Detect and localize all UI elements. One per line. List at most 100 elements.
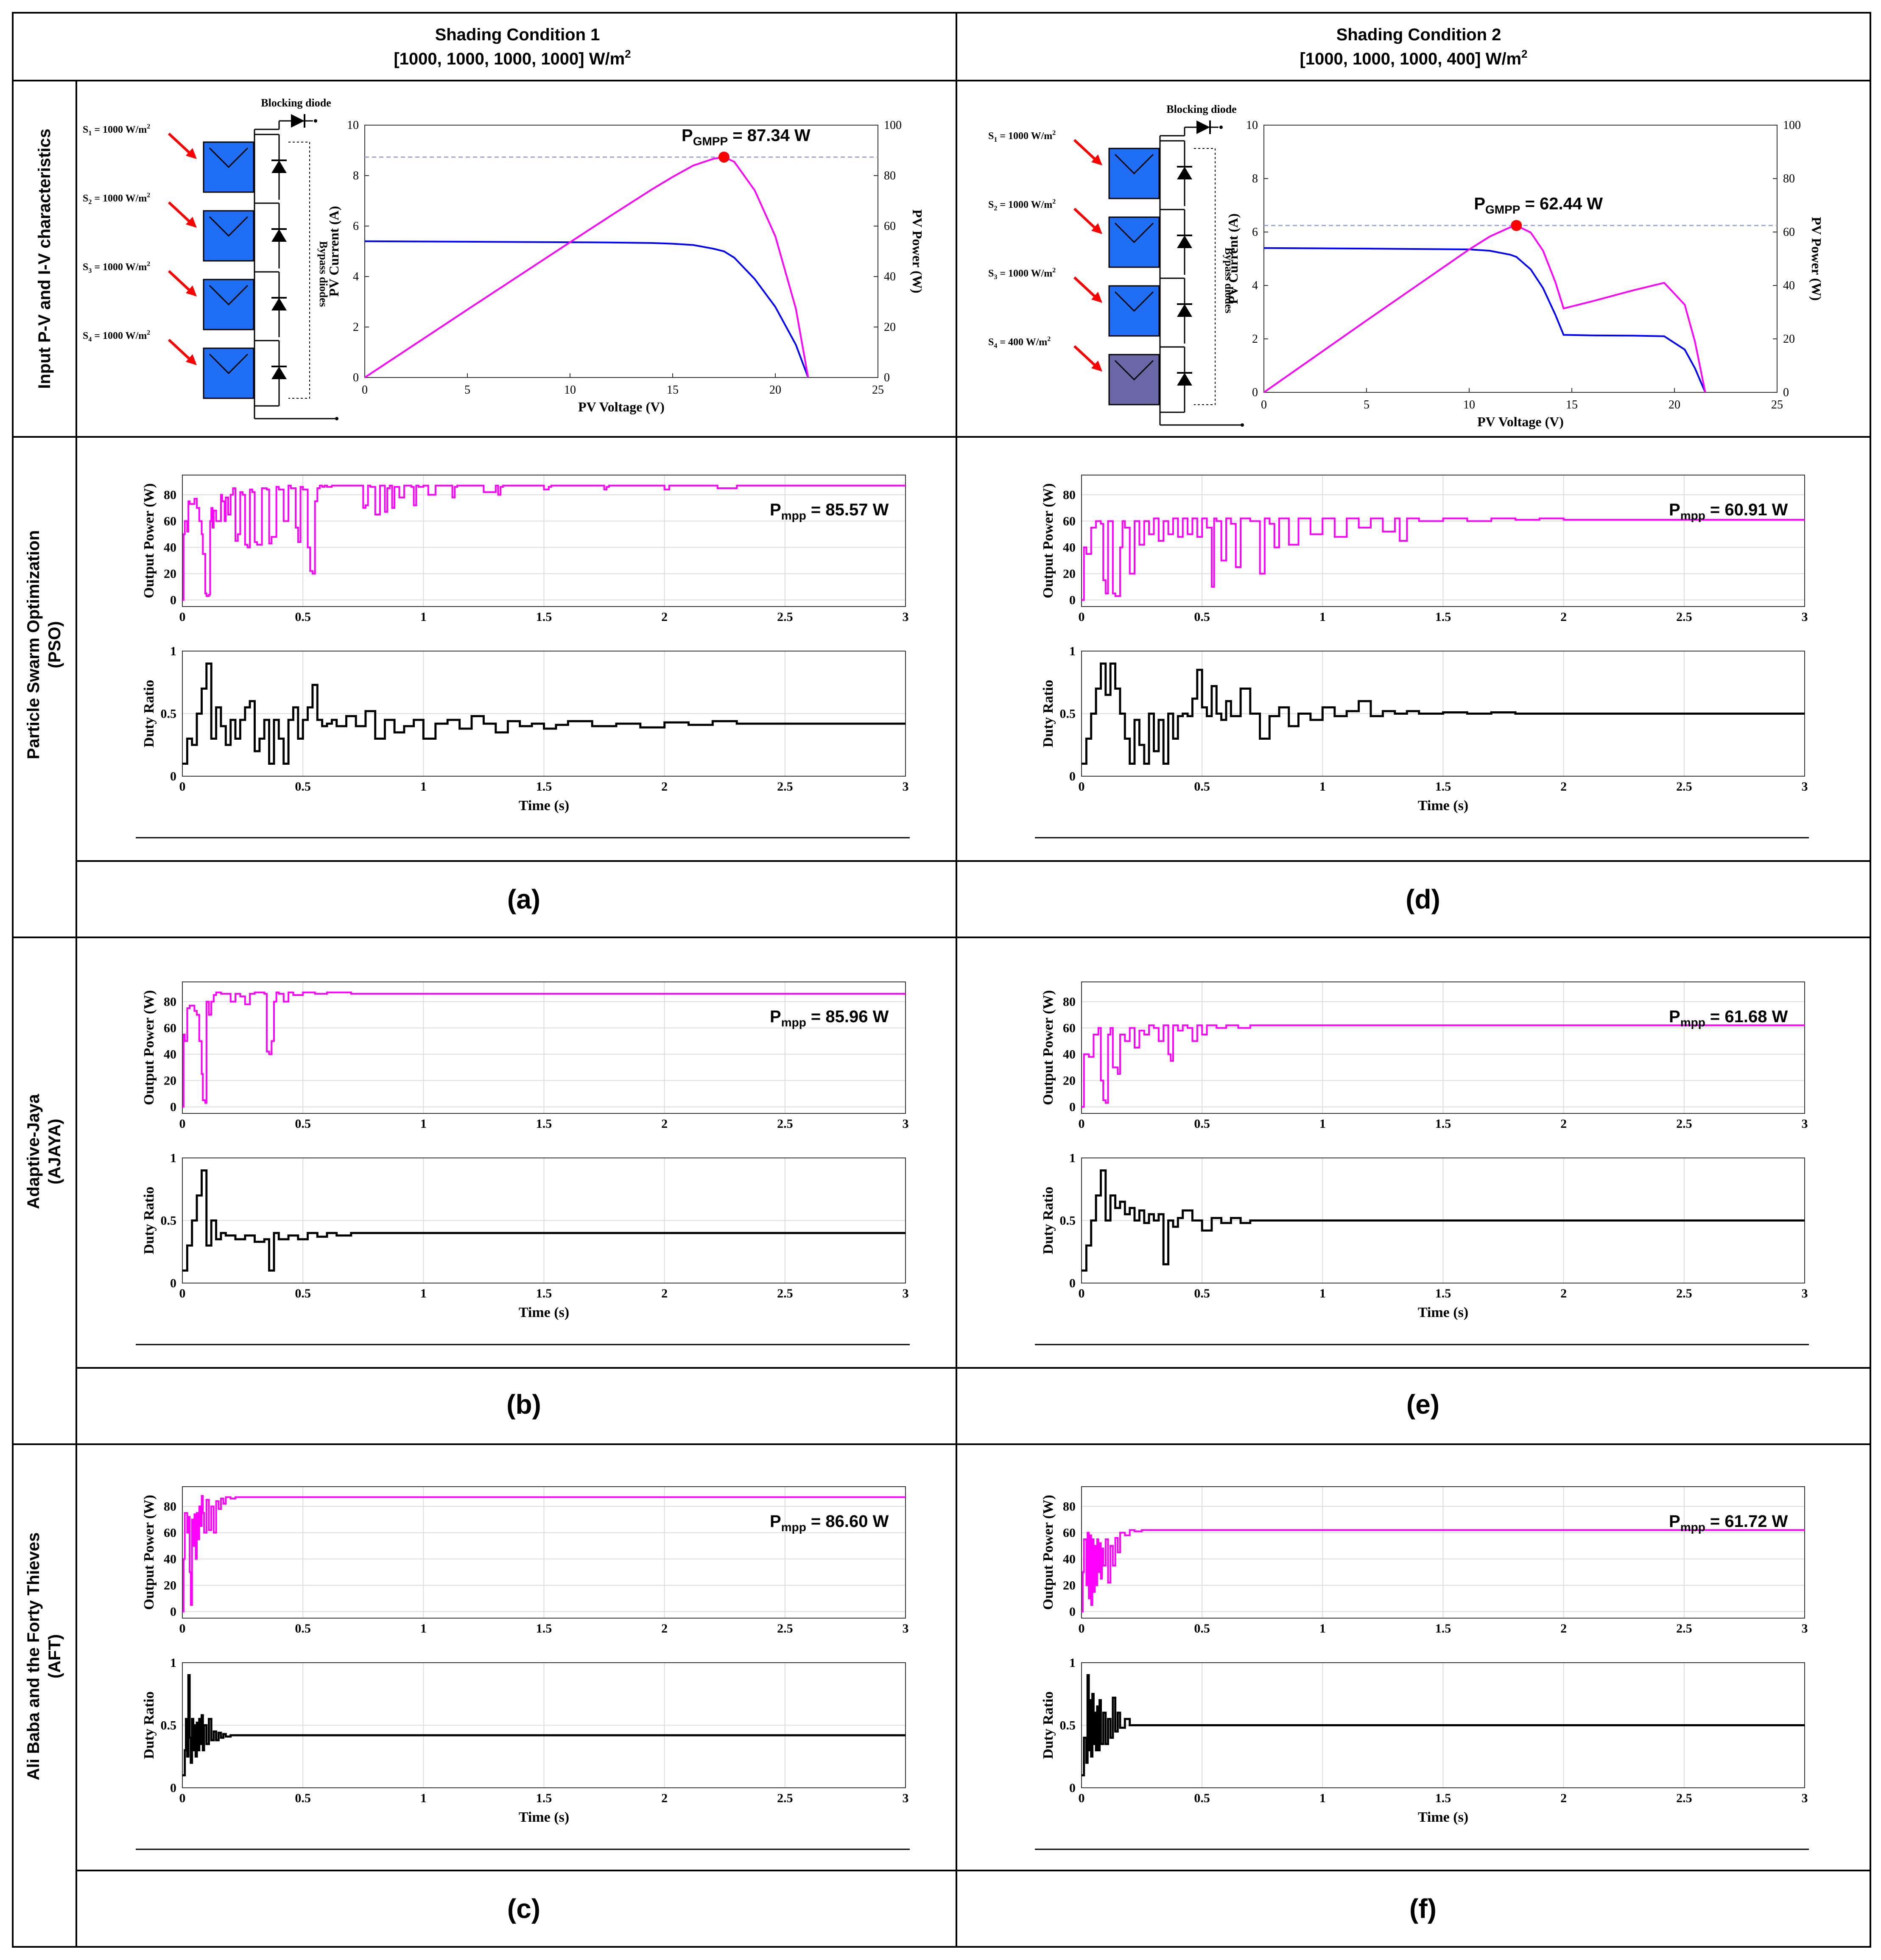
x-tick-label: 5 bbox=[1364, 398, 1370, 411]
pmpp-annotation: Pmpp = 61.68 W bbox=[1669, 1007, 1788, 1029]
x-tick-label: 0 bbox=[1079, 1791, 1085, 1805]
y-tick-label: 40 bbox=[164, 1048, 176, 1062]
pv-panel-symbol bbox=[209, 216, 249, 237]
y-axis-label: Output Power (W) bbox=[1040, 1495, 1056, 1610]
blocking-diode bbox=[1185, 120, 1223, 134]
x-tick-label: 20 bbox=[1669, 398, 1680, 411]
pv-panel-symbol bbox=[209, 285, 249, 306]
x-tick-label: 2 bbox=[661, 780, 668, 794]
x-tick-label: 1 bbox=[420, 1117, 427, 1131]
y-tick-label: 0.5 bbox=[161, 707, 177, 721]
y-tick-label: 20 bbox=[1063, 1579, 1076, 1593]
col1-title: Shading Condition 1 bbox=[435, 25, 600, 44]
y-axis-label: PV Current (A) bbox=[326, 206, 341, 297]
x-tick-label: 2 bbox=[1560, 1117, 1567, 1131]
pmpp-annotation: Pmpp = 61.72 W bbox=[1669, 1512, 1788, 1534]
bypass-diode-icon bbox=[1177, 373, 1192, 386]
duty-ratio-trace bbox=[182, 663, 906, 765]
x-tick-label: 0 bbox=[1079, 1117, 1085, 1131]
x-tick-label: 1 bbox=[420, 610, 427, 624]
irradiance-arrow-icon bbox=[168, 270, 194, 294]
x-tick-label: 3 bbox=[903, 1117, 909, 1131]
x-tick-label: 25 bbox=[872, 383, 884, 397]
y-tick-label: 1 bbox=[170, 1656, 176, 1670]
bypass-diode-icon bbox=[1177, 304, 1192, 317]
chart-p_pso_2: 0 0.5 1 1.5 2 2.5 3 0 20 40 60 80 Output Power (W) Pm… bbox=[1040, 475, 1808, 624]
y-axis-label: Duty Ratio bbox=[141, 680, 157, 748]
pv-panel-symbol bbox=[1114, 291, 1154, 312]
x-axis-label: Time (s) bbox=[519, 798, 569, 814]
x-tick-label: 1.5 bbox=[536, 1791, 552, 1805]
bypass-diode-icon bbox=[271, 229, 287, 242]
duty-ratio-trace bbox=[182, 1674, 906, 1776]
chart-d_aj_1: 0 0.5 1 1.5 2 2.5 3 0 0.5 1 Duty Ratio Time (s) bbox=[141, 1151, 909, 1320]
x-tick-label: 0.5 bbox=[1194, 1286, 1210, 1300]
x-tick-label: 2 bbox=[661, 1286, 668, 1300]
y-tick-label: 80 bbox=[164, 1500, 176, 1514]
y-tick-label: 8 bbox=[1252, 172, 1258, 185]
x-tick-label: 2.5 bbox=[777, 1791, 793, 1805]
pv-panel-1: S1 = 1000 W/m2 bbox=[988, 129, 1192, 206]
y-tick-label: 0 bbox=[1069, 1605, 1076, 1619]
plot-frame bbox=[1081, 475, 1805, 607]
x-tick-label: 0.5 bbox=[295, 1791, 311, 1805]
col1-subtitle: [1000, 1000, 1000, 1000] W/m2 bbox=[394, 48, 631, 68]
x-tick-label: 20 bbox=[769, 383, 781, 397]
y-tick-label: 60 bbox=[1063, 514, 1076, 528]
irradiance-label: S3 = 1000 W/m2 bbox=[83, 260, 150, 274]
x-tick-label: 0 bbox=[1079, 610, 1085, 624]
row-label-pso: Particle Swarm Optimization bbox=[24, 530, 43, 759]
duty-ratio-trace bbox=[182, 1169, 906, 1272]
duty-ratio-trace bbox=[1082, 1169, 1805, 1272]
x-tick-label: 5 bbox=[464, 383, 470, 397]
plot-frame bbox=[1081, 981, 1805, 1114]
y-axis-label: Duty Ratio bbox=[141, 1692, 157, 1759]
column-header-1: Shading Condition 1 [1000, 1000, 1000, 1… bbox=[394, 25, 631, 68]
y-tick-label: 0.5 bbox=[1060, 1719, 1076, 1733]
panel-label-e: (e) bbox=[1406, 1389, 1439, 1420]
y-axis-label: Duty Ratio bbox=[141, 1187, 157, 1255]
plot-frame bbox=[182, 1662, 906, 1788]
pv-panel-symbol bbox=[209, 147, 249, 168]
y-tick-label: 80 bbox=[1063, 1500, 1076, 1514]
x-tick-label: 2 bbox=[1560, 780, 1567, 794]
y-tick-label: 0.5 bbox=[161, 1214, 177, 1228]
y-tick-label: 0 bbox=[170, 1781, 176, 1795]
terminal-node bbox=[1241, 423, 1244, 427]
y-tick-label: 2 bbox=[1252, 333, 1258, 346]
bypass-bracket bbox=[1194, 148, 1216, 405]
x-tick-label: 1.5 bbox=[1435, 1286, 1451, 1300]
pv-string-circuit-2: Blocking diode S1 = 1000 W/m2 S2 = 1000 W/… bbox=[988, 103, 1244, 427]
output-power-trace bbox=[1082, 517, 1805, 601]
pv-power-curve bbox=[1263, 224, 1706, 393]
irradiance-arrowhead-icon bbox=[1091, 223, 1102, 234]
x-tick-label: 2.5 bbox=[1676, 1286, 1692, 1300]
x-tick-label: 0.5 bbox=[295, 1117, 311, 1131]
y-axis-label: Output Power (W) bbox=[141, 990, 157, 1105]
gmpp-annotation: PGMPP = 87.34 W bbox=[682, 126, 811, 148]
y-right-tick-label: 100 bbox=[1783, 119, 1801, 132]
y-tick-label: 80 bbox=[1063, 488, 1076, 502]
irradiance-label: S2 = 1000 W/m2 bbox=[83, 192, 150, 206]
pv-panel-2: S2 = 1000 W/m2 bbox=[83, 192, 287, 268]
x-tick-label: 3 bbox=[1802, 1117, 1808, 1131]
x-tick-label: 1 bbox=[420, 780, 427, 794]
x-tick-label: 1.5 bbox=[1435, 1117, 1451, 1131]
y-tick-label: 0 bbox=[1069, 1276, 1076, 1290]
y-tick-label: 20 bbox=[164, 1579, 176, 1593]
irradiance-arrowhead-icon bbox=[186, 285, 197, 296]
y-tick-label: 80 bbox=[164, 488, 176, 502]
pmpp-annotation: Pmpp = 86.60 W bbox=[770, 1512, 889, 1534]
y-tick-label: 60 bbox=[164, 514, 176, 528]
y-tick-label: 0.5 bbox=[1060, 1214, 1076, 1228]
y-tick-label: 0 bbox=[170, 1605, 176, 1619]
y-tick-label: 60 bbox=[1063, 1526, 1076, 1540]
row-label-aft-abbr: (AFT) bbox=[45, 1634, 64, 1678]
y-tick-label: 6 bbox=[353, 220, 359, 233]
x-axis-label: Time (s) bbox=[519, 1809, 569, 1825]
bypass-diodes-label: Bypass diodes bbox=[317, 241, 330, 307]
iv-current-curve bbox=[364, 240, 809, 378]
